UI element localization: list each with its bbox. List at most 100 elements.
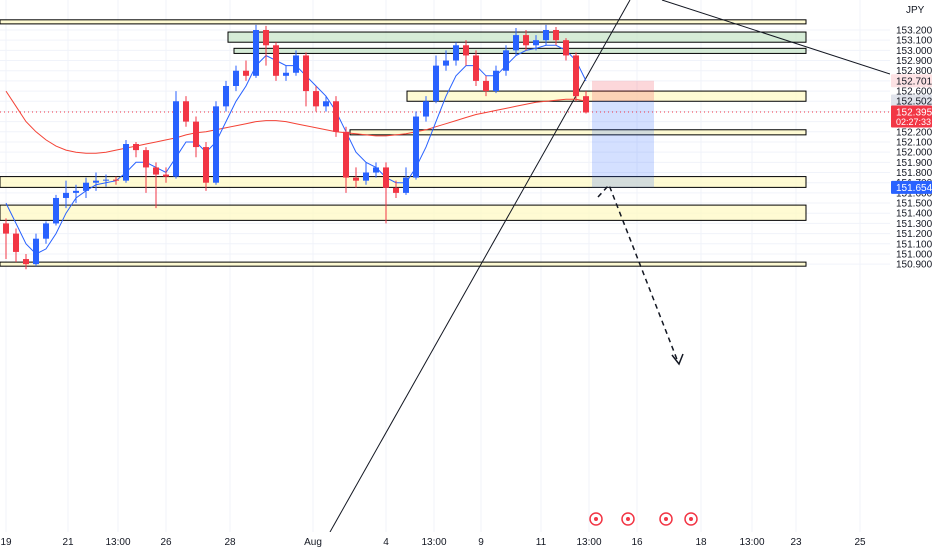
candle-50 xyxy=(503,45,509,76)
candle-30 xyxy=(303,52,309,107)
candle-body-50 xyxy=(503,50,509,71)
candle-body-19 xyxy=(193,121,199,148)
candle-27 xyxy=(273,42,279,81)
candle-31 xyxy=(313,85,319,112)
candle-24 xyxy=(243,60,249,81)
candle-body-34 xyxy=(343,131,349,178)
axis-header: JPY xyxy=(898,2,928,16)
candle-body-54 xyxy=(543,30,549,41)
candle-35 xyxy=(353,167,359,188)
price-tick-13: 151.900 xyxy=(896,158,932,169)
candle-body-57 xyxy=(573,55,579,97)
price-tick-22: 151.000 xyxy=(896,249,932,260)
candle-body-53 xyxy=(533,40,539,46)
candle-44 xyxy=(443,50,449,71)
candle-body-5 xyxy=(53,197,59,224)
candle-36 xyxy=(363,162,369,185)
price-tick-4: 152.800 xyxy=(896,66,932,77)
event-marker-1[interactable] xyxy=(621,512,635,526)
candle-body-20 xyxy=(203,147,209,183)
candle-body-39 xyxy=(393,187,399,193)
candle-8 xyxy=(83,177,89,198)
price-tick-14: 151.800 xyxy=(896,168,932,179)
candle-body-31 xyxy=(313,91,319,107)
candle-body-17 xyxy=(173,101,179,177)
candle-25 xyxy=(253,24,259,78)
candle-11 xyxy=(113,176,119,185)
candle-5 xyxy=(53,194,59,226)
time-tick-2: 13:00 xyxy=(105,537,130,548)
ascending-trendline xyxy=(329,0,631,533)
candle-body-23 xyxy=(233,70,239,86)
last-price-label-bg xyxy=(891,105,932,128)
candle-46 xyxy=(463,40,469,66)
candle-body-13 xyxy=(133,144,139,151)
candle-26 xyxy=(263,25,269,66)
candle-body-27 xyxy=(273,45,279,76)
candle-37 xyxy=(373,162,379,178)
candle-54 xyxy=(543,24,549,46)
candle-52 xyxy=(523,30,529,51)
candle-47 xyxy=(473,50,479,86)
candle-body-37 xyxy=(373,167,379,173)
price-tick-19: 151.300 xyxy=(896,219,932,230)
economic-events[interactable] xyxy=(589,512,698,526)
candle-21 xyxy=(213,101,219,185)
target-price-label: 151.654 xyxy=(891,180,932,194)
time-tick-12: 18 xyxy=(695,537,707,548)
candle-body-14 xyxy=(143,150,149,168)
candle-9 xyxy=(93,172,99,191)
candle-17 xyxy=(173,91,179,179)
candle-body-51 xyxy=(513,35,519,51)
candle-10 xyxy=(103,174,109,187)
candle-45 xyxy=(453,42,459,66)
candle-body-15 xyxy=(153,167,159,175)
time-axis[interactable]: 19 21 13:00 26 28 Aug 4 13:00 9 11 13:00 16 18 13:00 2… xyxy=(0,532,932,550)
time-tick-7: 13:00 xyxy=(421,537,446,548)
event-dot-2 xyxy=(664,517,668,521)
price-axis-bg xyxy=(890,0,932,550)
take-profit-area xyxy=(592,101,654,188)
stop-price-label-bg xyxy=(891,74,932,88)
candle-body-56 xyxy=(563,40,569,56)
price-tick-18: 151.400 xyxy=(896,209,932,220)
candle-41 xyxy=(413,111,419,180)
price-tick-11: 152.100 xyxy=(896,137,932,148)
price-axis[interactable]: 153.200153.100153.000152.900152.800152.7… xyxy=(890,0,932,550)
candle-body-24 xyxy=(243,70,249,76)
price-tick-21: 151.100 xyxy=(896,239,932,250)
candle-34 xyxy=(343,126,349,193)
candle-12 xyxy=(123,139,129,183)
zone-green-lower xyxy=(233,47,807,54)
price-tick-0: 153.200 xyxy=(896,26,932,37)
candle-49 xyxy=(493,65,499,94)
event-marker-3[interactable] xyxy=(684,512,698,526)
candle-body-1 xyxy=(13,233,19,252)
trend-lines[interactable] xyxy=(329,0,891,533)
candle-body-9 xyxy=(93,180,99,183)
candle-23 xyxy=(233,65,239,92)
price-tick-2: 153.000 xyxy=(896,46,932,57)
candle-19 xyxy=(193,116,199,158)
zone-bottom xyxy=(0,261,807,267)
candle-body-29 xyxy=(293,55,299,73)
candle-body-47 xyxy=(473,55,479,81)
candle-body-8 xyxy=(83,182,89,191)
candle-3 xyxy=(33,233,39,267)
candle-53 xyxy=(533,35,539,51)
candle-13 xyxy=(133,141,139,158)
price-tick-6: 152.600 xyxy=(896,87,932,98)
price-tick-12: 152.000 xyxy=(896,148,932,159)
event-marker-0[interactable] xyxy=(589,512,603,526)
candle-body-43 xyxy=(433,65,439,102)
candle-6 xyxy=(63,180,69,209)
candle-body-42 xyxy=(423,101,429,117)
candle-body-41 xyxy=(413,116,419,178)
descending-trendline xyxy=(661,0,891,75)
candle-body-6 xyxy=(63,192,69,198)
short-position-tool[interactable] xyxy=(592,80,684,366)
event-marker-2[interactable] xyxy=(659,512,673,526)
price-tick-10: 152.200 xyxy=(896,127,932,138)
candle-body-22 xyxy=(223,85,229,107)
